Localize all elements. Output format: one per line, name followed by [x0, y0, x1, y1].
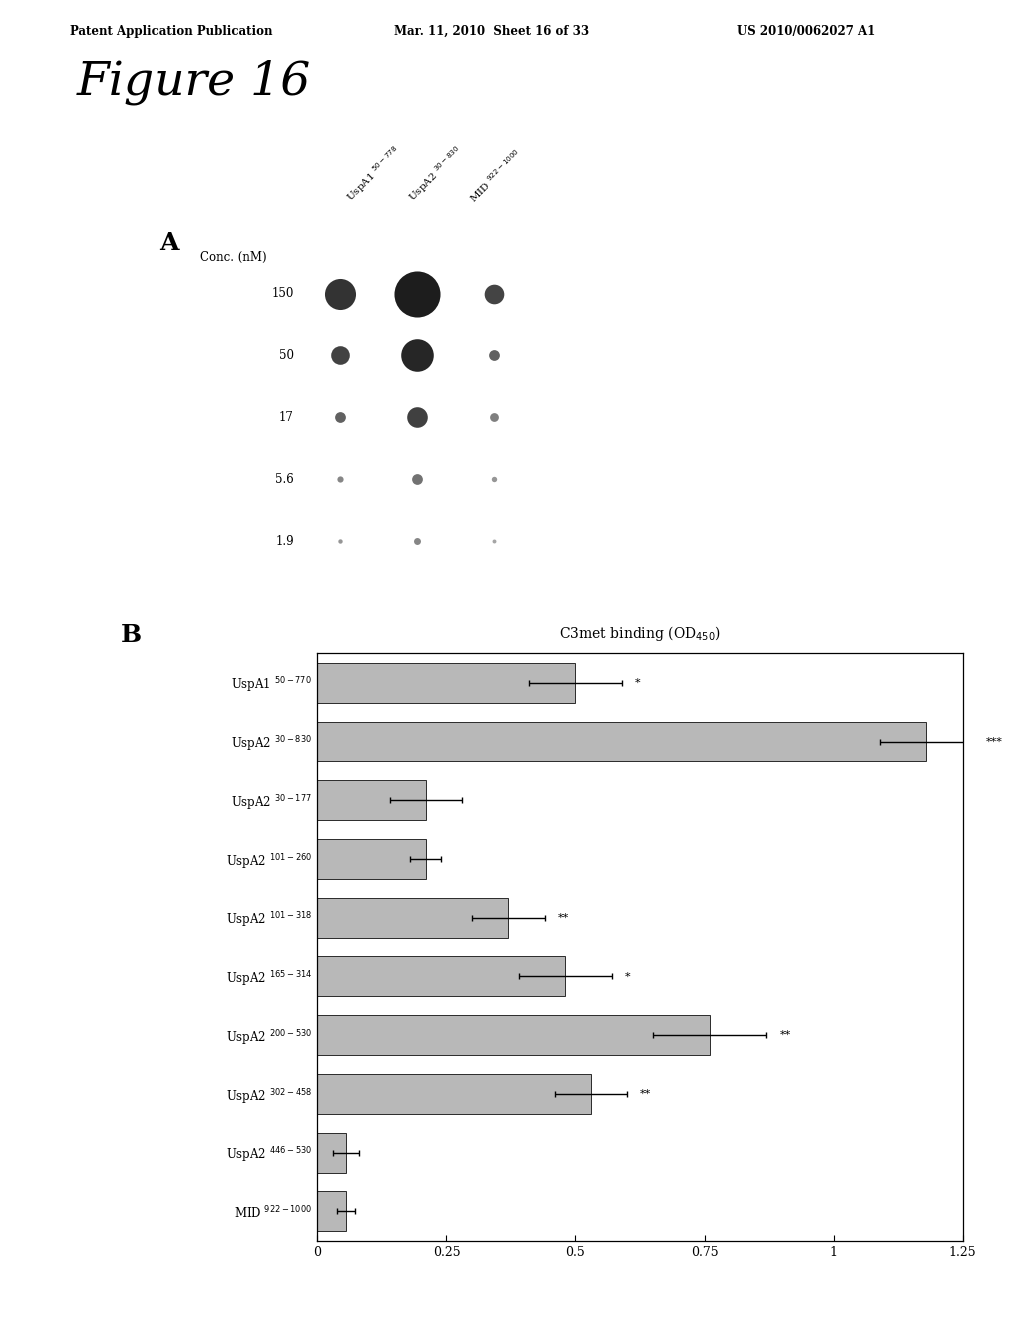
Point [409, 282, 426, 304]
Bar [317, 1192, 346, 1232]
Point [486, 469, 503, 490]
Text: 50: 50 [279, 348, 294, 362]
Text: 1.9: 1.9 [275, 535, 294, 548]
Point [332, 407, 348, 428]
Text: C3met binding (OD$_{450}$): C3met binding (OD$_{450}$) [559, 624, 721, 643]
Point [409, 469, 426, 490]
Text: **: ** [640, 1089, 651, 1100]
Bar [317, 1015, 710, 1055]
Point [486, 407, 503, 428]
Bar [317, 663, 575, 702]
Text: Mar. 11, 2010  Sheet 16 of 33: Mar. 11, 2010 Sheet 16 of 33 [394, 25, 590, 38]
Text: Figure 16: Figure 16 [77, 59, 311, 104]
Point [332, 531, 348, 552]
Point [409, 531, 426, 552]
Point [409, 407, 426, 428]
Bar [317, 898, 508, 937]
Text: **: ** [557, 912, 568, 923]
Point [486, 345, 503, 366]
Text: Conc. (nM): Conc. (nM) [200, 251, 266, 264]
Text: UspA2 $^{30-830}$: UspA2 $^{30-830}$ [404, 143, 466, 205]
Text: ***: *** [986, 737, 1002, 747]
Point [409, 345, 426, 366]
Text: 150: 150 [271, 288, 294, 300]
Bar [317, 957, 565, 997]
Text: **: ** [779, 1030, 791, 1040]
Text: B: B [121, 623, 142, 647]
Bar [317, 722, 927, 762]
Text: *: * [625, 972, 630, 982]
Text: Patent Application Publication: Patent Application Publication [70, 25, 272, 38]
Text: 5.6: 5.6 [275, 473, 294, 486]
Bar [317, 780, 426, 820]
Point [486, 531, 503, 552]
Text: A: A [159, 231, 178, 255]
Text: US 2010/0062027 A1: US 2010/0062027 A1 [737, 25, 876, 38]
Text: MID $^{922-1000}$: MID $^{922-1000}$ [466, 147, 524, 205]
Point [332, 282, 348, 304]
Bar [317, 840, 426, 879]
Text: UspA1 $^{50-778}$: UspA1 $^{50-778}$ [343, 143, 404, 205]
Text: *: * [635, 677, 640, 688]
Point [332, 469, 348, 490]
Bar [317, 1133, 346, 1172]
Point [332, 345, 348, 366]
Text: 17: 17 [279, 411, 294, 424]
Bar [317, 1074, 591, 1114]
Point [486, 282, 503, 304]
